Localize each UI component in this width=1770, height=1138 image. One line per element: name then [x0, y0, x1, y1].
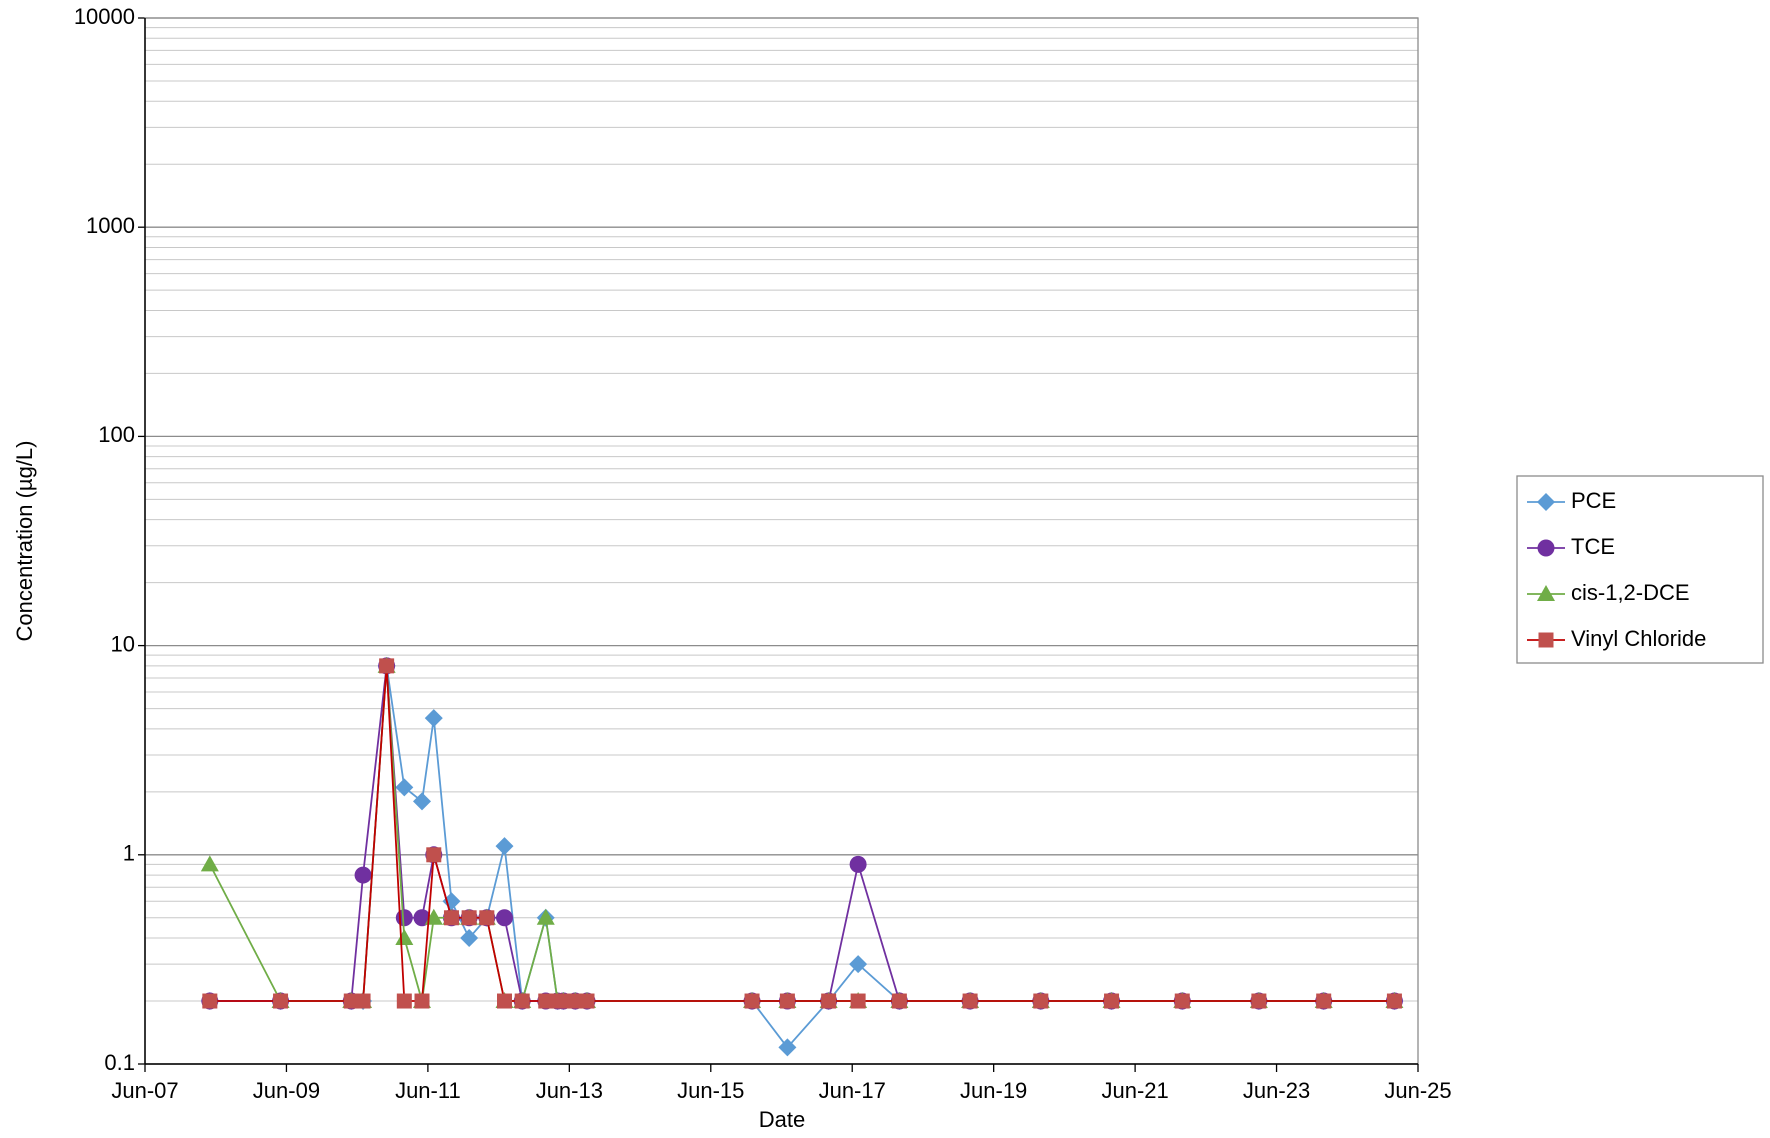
x-tick-label: Jun-25 [1384, 1078, 1451, 1103]
legend-label: Vinyl Chloride [1571, 626, 1706, 651]
legend-label: TCE [1571, 534, 1615, 559]
marker [778, 1038, 797, 1057]
marker [849, 855, 867, 873]
x-tick-label: Jun-17 [819, 1078, 886, 1103]
marker [536, 908, 555, 925]
plot-frame [144, 17, 1419, 1065]
y-axis-label: Concentration (µg/L) [12, 441, 37, 642]
y-tick-label: 100 [98, 422, 135, 447]
x-tick-label: Jun-11 [395, 1078, 461, 1103]
marker [461, 910, 477, 926]
x-tick-label: Jun-23 [1243, 1078, 1310, 1103]
marker [479, 910, 495, 926]
series-line [209, 665, 1395, 1002]
marker [538, 993, 554, 1009]
legend-box [1516, 475, 1764, 664]
x-tick-label: Jun-13 [536, 1078, 603, 1103]
marker [1104, 993, 1120, 1009]
marker [555, 993, 571, 1009]
x-tick-label: Jun-07 [111, 1078, 178, 1103]
marker [412, 792, 431, 811]
marker [413, 909, 431, 927]
marker [395, 909, 413, 927]
legend-marker [1537, 493, 1555, 511]
marker [1251, 993, 1267, 1009]
marker [202, 993, 218, 1009]
marker [395, 929, 414, 946]
y-tick-label: 10 [111, 631, 135, 656]
marker [779, 993, 795, 1009]
legend-label: cis-1,2-DCE [1571, 580, 1690, 605]
marker [1386, 993, 1402, 1009]
marker [379, 658, 395, 674]
marker [273, 993, 289, 1009]
marker [1174, 993, 1190, 1009]
series-line [209, 665, 1395, 1002]
marker [514, 993, 530, 1009]
marker [850, 993, 866, 1009]
marker [426, 847, 442, 863]
y-tick-label: 10000 [74, 4, 135, 29]
y-tick-label: 1 [123, 841, 135, 866]
marker [460, 929, 479, 948]
marker [424, 709, 443, 728]
marker [414, 993, 430, 1009]
legend-marker [1538, 632, 1554, 648]
marker [1033, 993, 1049, 1009]
legend-marker [1537, 539, 1555, 557]
marker [200, 855, 219, 872]
marker [579, 993, 595, 1009]
marker [443, 910, 459, 926]
marker [354, 866, 372, 884]
marker [496, 909, 514, 927]
y-tick-label: 1000 [86, 213, 135, 238]
series-line [209, 665, 1395, 1002]
y-tick-label: 0.1 [104, 1050, 135, 1075]
x-axis-label: Date [759, 1107, 805, 1132]
x-tick-label: Jun-15 [677, 1078, 744, 1103]
marker [343, 993, 359, 1009]
marker [442, 892, 461, 911]
marker [891, 993, 907, 1009]
marker [962, 993, 978, 1009]
legend-marker [1537, 585, 1555, 601]
marker [567, 993, 583, 1009]
marker [1316, 993, 1332, 1009]
marker [395, 778, 414, 797]
series-line [209, 665, 1395, 1049]
x-tick-label: Jun-19 [960, 1078, 1027, 1103]
marker [497, 993, 513, 1009]
x-tick-label: Jun-09 [253, 1078, 320, 1103]
marker [821, 993, 837, 1009]
marker [495, 837, 514, 856]
marker [849, 955, 868, 974]
marker [744, 993, 760, 1009]
legend-label: PCE [1571, 488, 1616, 513]
marker [355, 993, 371, 1009]
x-tick-label: Jun-21 [1101, 1078, 1168, 1103]
marker [396, 993, 412, 1009]
